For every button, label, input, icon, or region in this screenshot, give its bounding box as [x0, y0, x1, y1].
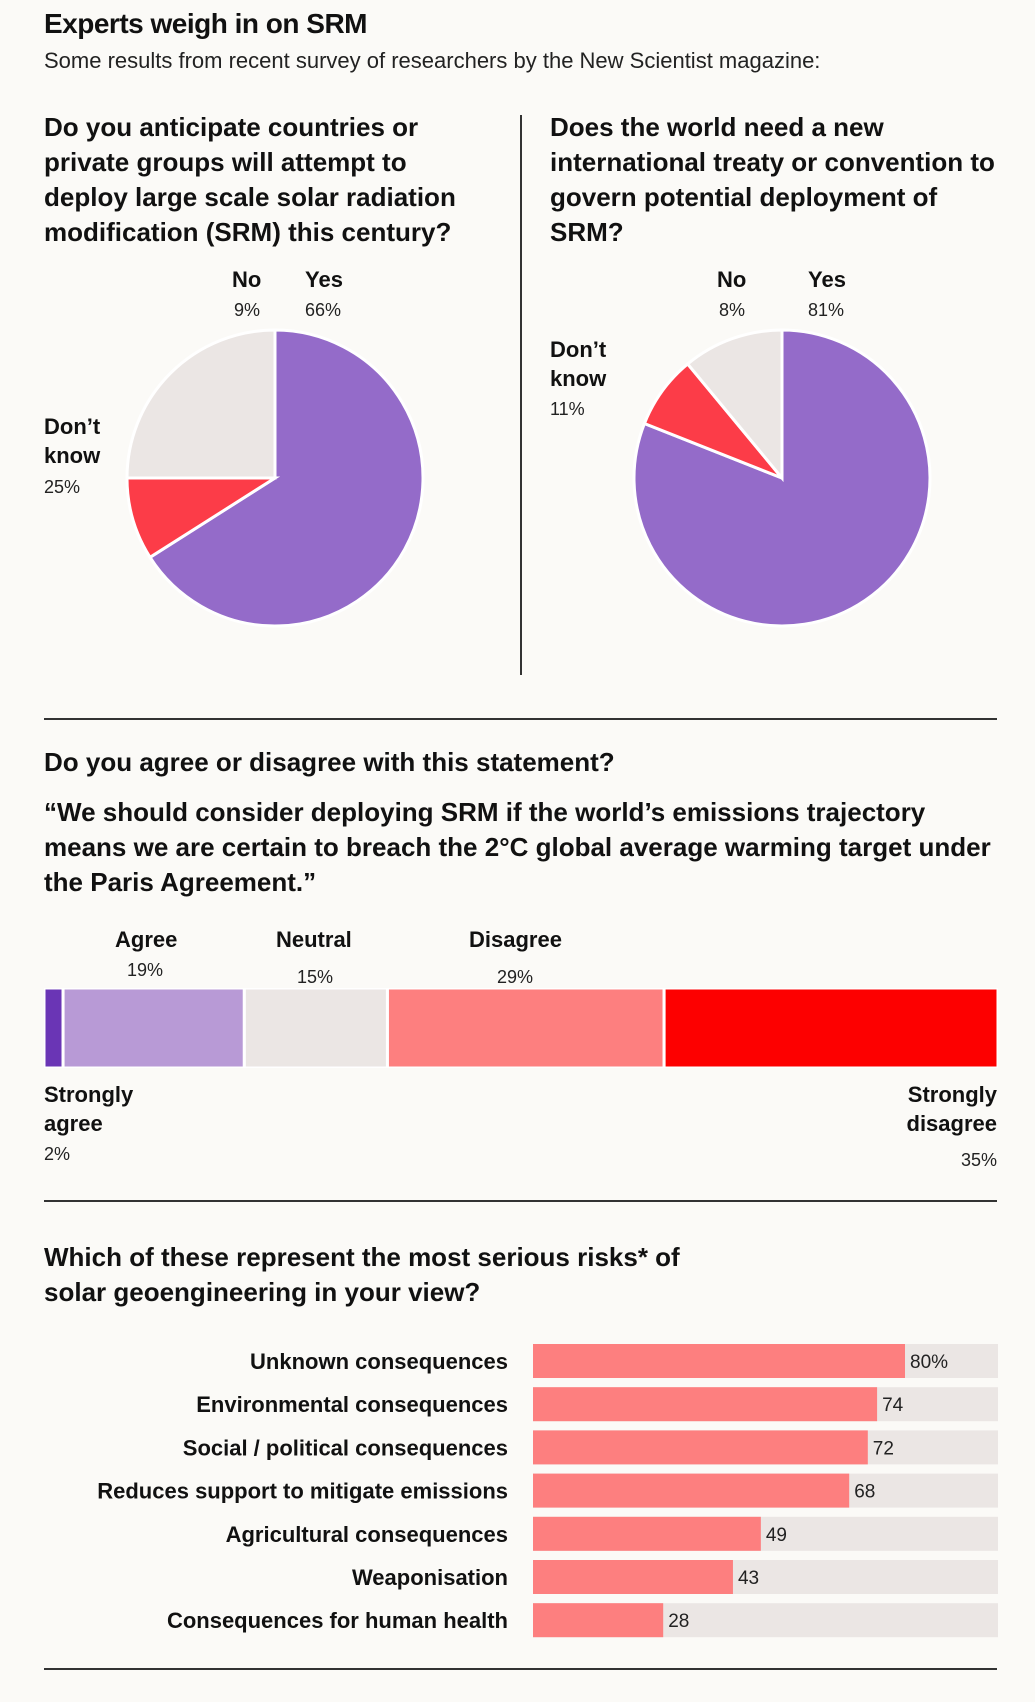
q3-segment-disagree — [385, 988, 666, 1068]
q1-no-pct: 9% — [234, 300, 261, 320]
risk-value-label: 68 — [854, 1482, 875, 1503]
q1-dontknow-pct: 25% — [44, 477, 81, 497]
risk-value-label: 43 — [738, 1568, 759, 1589]
q2-yes-label: Yes — [808, 267, 846, 292]
q3-disagree-label: Disagree — [469, 927, 562, 952]
q1-dontknow-label-1: Don’t — [44, 414, 101, 439]
q3-strongly-disagree-label-1: Strongly — [907, 1082, 997, 1107]
risk-bar — [533, 1603, 664, 1638]
risk-category-label: Consequences for human health — [167, 1608, 508, 1633]
q4-question: Which of these represent the most seriou… — [44, 1242, 680, 1307]
q2-dontknow-label-1: Don’t — [550, 337, 607, 362]
risk-value-label: 74 — [882, 1395, 904, 1416]
q1-pie-chart — [125, 328, 425, 628]
q3-question: Do you agree or disagree with this state… — [44, 747, 615, 777]
q1-question: Do you anticipate countries or private g… — [44, 112, 456, 247]
q1-yes-pct: 66% — [305, 300, 342, 320]
q2-yes-pct: 81% — [808, 300, 845, 320]
risk-bar — [533, 1560, 733, 1594]
risk-value-label: 49 — [766, 1525, 787, 1546]
column-divider — [520, 115, 522, 675]
risk-bar — [533, 1430, 868, 1465]
q3-segment-neutral — [242, 988, 389, 1068]
risk-value-label: 80% — [910, 1352, 948, 1373]
q3-stacked-bar — [44, 988, 998, 1068]
risk-category-label: Social / political consequences — [183, 1435, 508, 1460]
risk-category-label: Unknown consequences — [250, 1349, 508, 1374]
q3-disagree-pct: 29% — [497, 967, 534, 987]
q3-strongly-agree-label-2: agree — [44, 1111, 103, 1136]
q1-slice-yes — [147, 328, 425, 628]
risk-value-label: 72 — [873, 1438, 894, 1459]
risk-category-label: Weaponisation — [352, 1565, 508, 1590]
q3-statement: “We should consider deploying SRM if the… — [44, 797, 991, 897]
q3-neutral-label: Neutral — [276, 927, 352, 952]
q1-dontknow-label-2: know — [44, 443, 101, 468]
page-title: Experts weigh in on SRM — [44, 8, 367, 39]
q2-pie-chart — [632, 328, 932, 628]
q3-agree-pct: 19% — [127, 960, 164, 980]
risk-category-label: Agricultural consequences — [226, 1522, 508, 1547]
risk-bar — [533, 1473, 850, 1508]
q2-dontknow-label-2: know — [550, 366, 607, 391]
section-divider-1 — [44, 718, 997, 720]
q1-slice-don-t-know — [125, 328, 277, 480]
q2-question: Does the world need a new international … — [550, 112, 995, 247]
q3-segment-strongly-agree — [44, 988, 65, 1068]
q1-yes-label: Yes — [305, 267, 343, 292]
q3-strongly-disagree-pct: 35% — [960, 1150, 997, 1170]
risk-bar — [533, 1344, 905, 1378]
q3-segment-strongly-disagree — [662, 988, 998, 1068]
risk-bar — [533, 1387, 878, 1422]
q2-dontknow-pct: 11% — [550, 399, 585, 419]
q4-risk-bar-chart: Unknown consequences 80% Environmental con… — [97, 1344, 998, 1638]
q2-no-label: No — [717, 267, 747, 292]
q3-strongly-disagree-label-2: disagree — [906, 1111, 998, 1136]
q3-strongly-agree-pct: 2% — [44, 1144, 71, 1164]
section-divider-3 — [44, 1668, 997, 1670]
q3-strongly-agree-label-1: Strongly — [44, 1082, 134, 1107]
q3-agree-label: Agree — [115, 927, 178, 952]
q1-slice-no — [125, 476, 281, 560]
risk-category-label: Environmental consequences — [196, 1392, 508, 1417]
q2-slice-don-t-know — [685, 328, 784, 483]
q1-no-label: No — [232, 267, 262, 292]
q2-no-pct: 8% — [719, 300, 746, 320]
q3-neutral-pct: 15% — [297, 967, 334, 987]
risk-value-label: 28 — [668, 1611, 689, 1632]
page-subtitle: Some results from recent survey of resea… — [44, 48, 821, 73]
risk-category-label: Reduces support to mitigate emissions — [97, 1479, 508, 1504]
q3-segment-agree — [61, 988, 246, 1068]
section-divider-2 — [44, 1200, 997, 1202]
risk-bar — [533, 1516, 761, 1551]
